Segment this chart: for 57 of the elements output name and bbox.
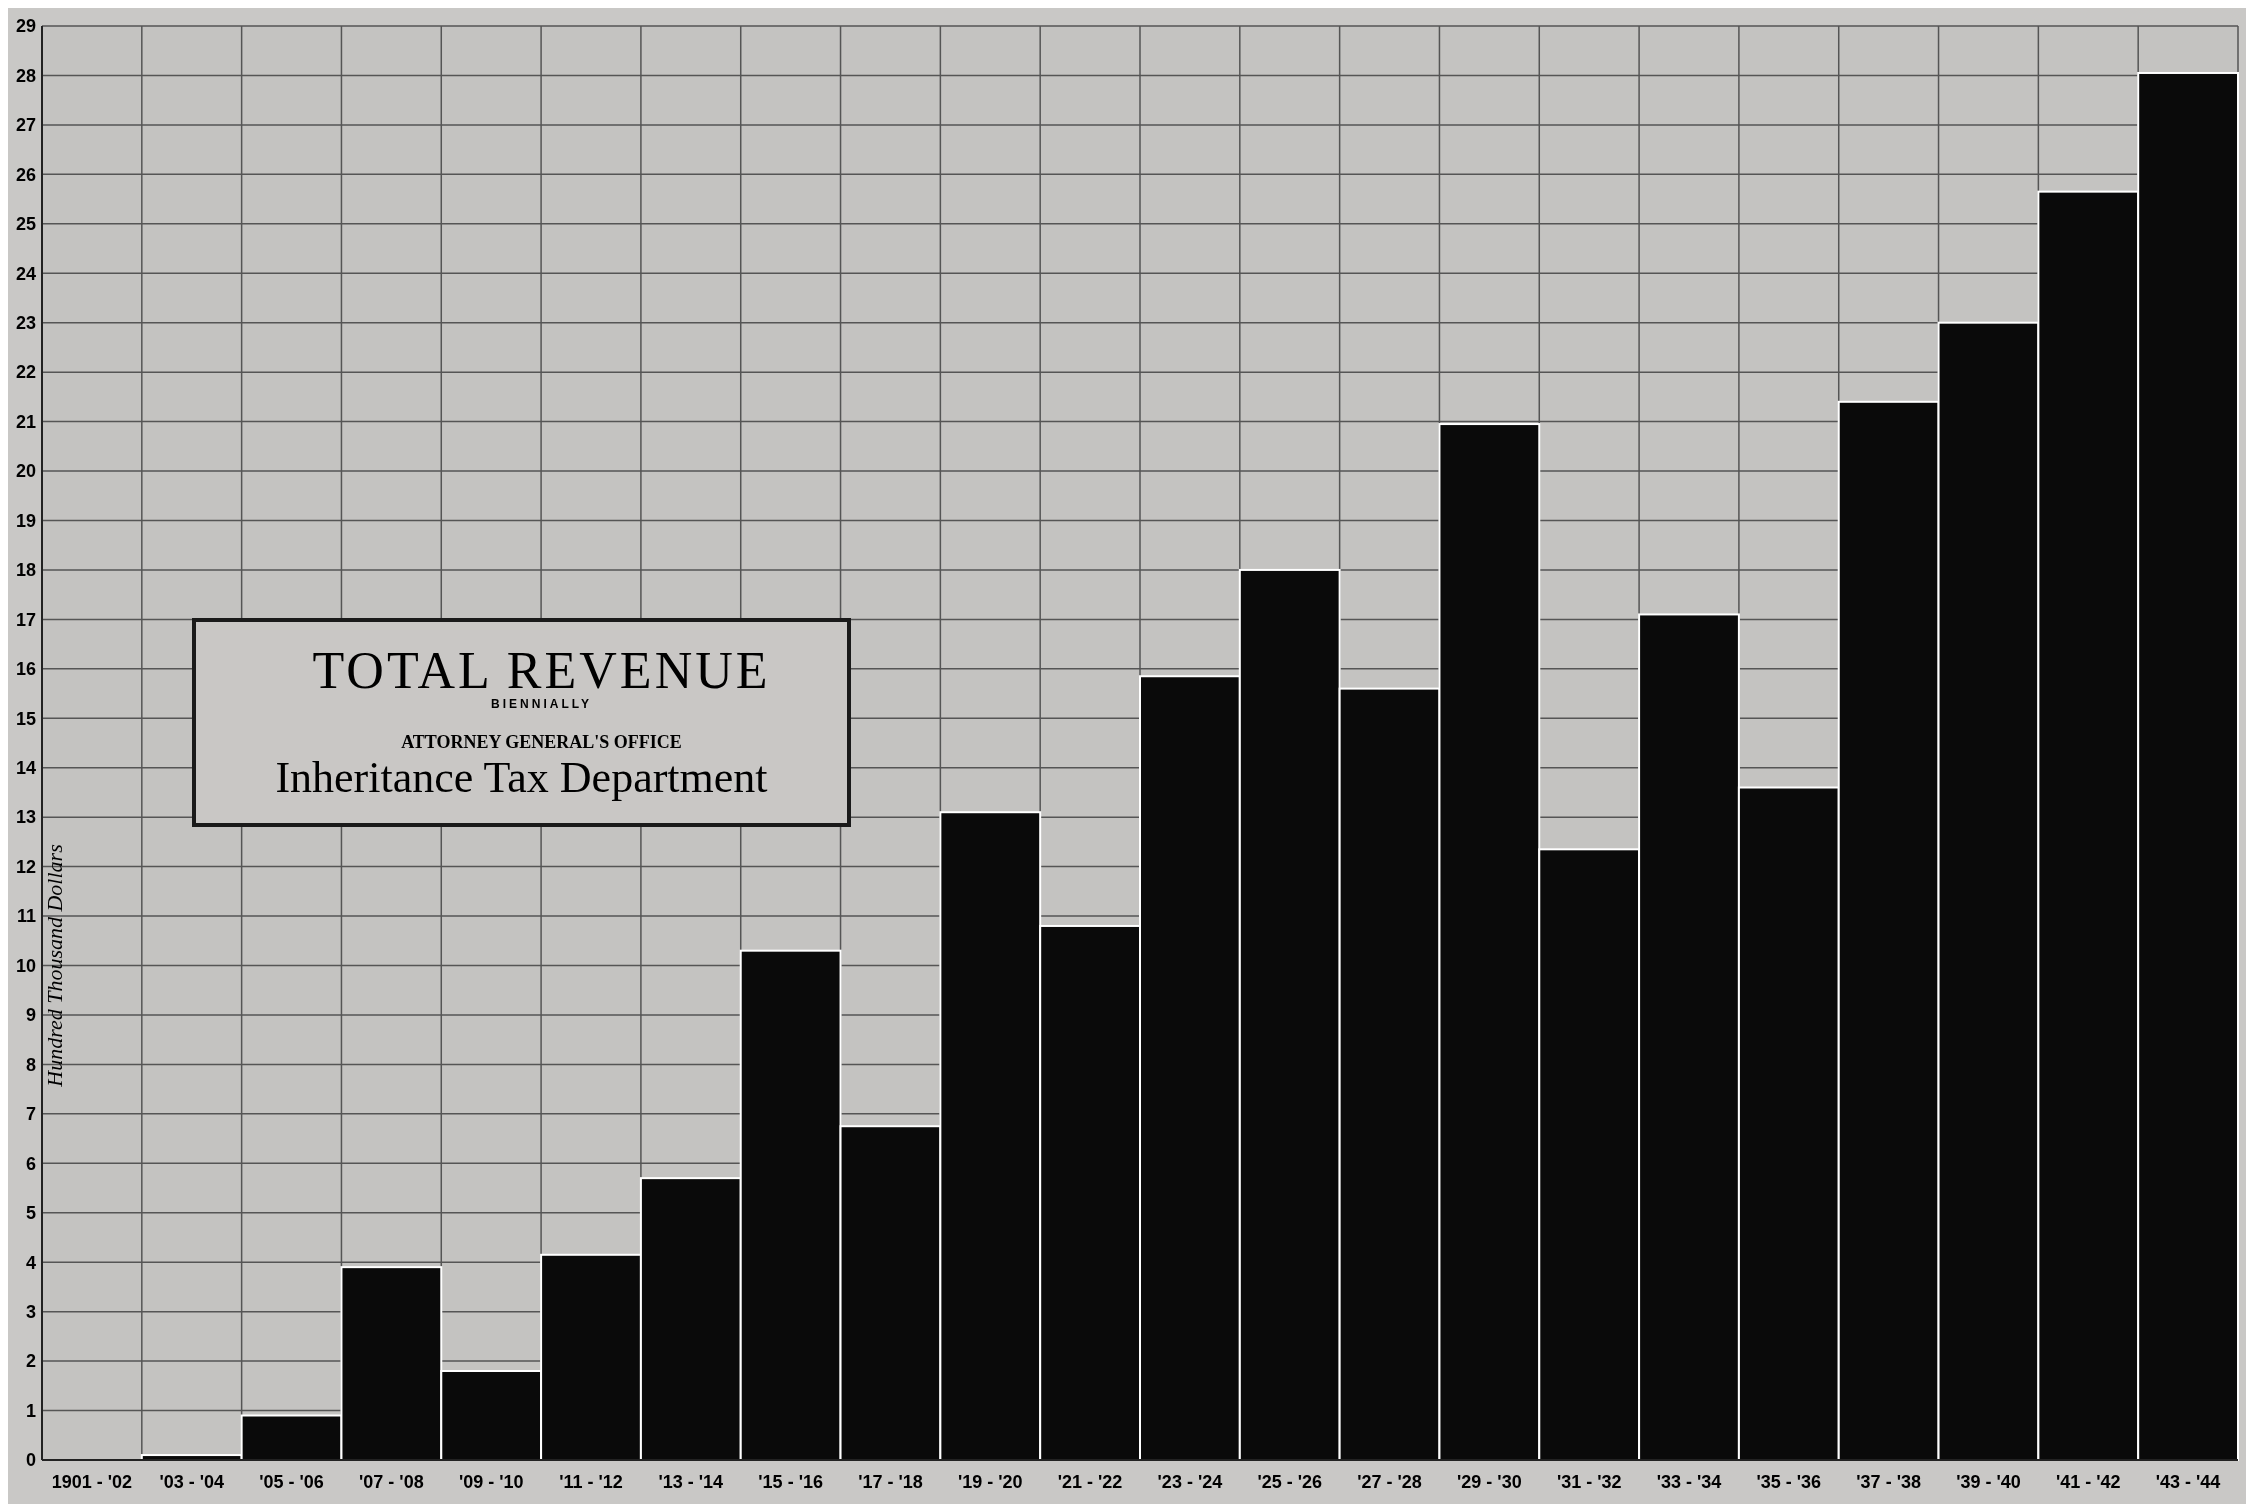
y-tick-label: 5 — [25, 1203, 36, 1224]
x-tick-label: '21 - '22 — [1057, 1472, 1123, 1492]
x-tick-label: '39 - '40 — [1956, 1472, 2021, 1492]
y-tick-label: 1 — [25, 1400, 36, 1421]
y-tick-label: 10 — [15, 955, 36, 976]
x-tick-label: '05 - '06 — [259, 1472, 324, 1492]
y-tick-label: 9 — [25, 1005, 36, 1026]
x-tick-label: '03 - '04 — [159, 1472, 225, 1492]
x-tick-label: '15 - '16 — [758, 1472, 823, 1492]
y-tick-label: 25 — [15, 214, 36, 235]
y-tick-label: 2 — [25, 1351, 36, 1372]
x-tick-label: '35 - '36 — [1756, 1472, 1822, 1492]
y-tick-label: 4 — [25, 1252, 36, 1273]
y-tick-label: 28 — [15, 65, 36, 86]
annotation: ATTORNEY GENERAL'S OFFICE — [401, 732, 682, 752]
x-tick-label: 1901 - '02 — [51, 1472, 133, 1492]
y-tick-label: 13 — [15, 807, 36, 828]
y-tick-label: 26 — [15, 164, 36, 185]
x-tick-label: '09 - '10 — [458, 1472, 524, 1492]
x-tick-label: '41 - '42 — [2055, 1472, 2121, 1492]
text: TOTAL REVENUE — [312, 642, 771, 699]
y-tick-label: 3 — [25, 1301, 36, 1322]
x-tick-label: '17 - '18 — [858, 1472, 923, 1492]
y-tick-label: 20 — [15, 461, 36, 482]
y-tick-label: 16 — [15, 659, 36, 680]
y-tick-label: 19 — [15, 510, 36, 531]
y-tick-label: 24 — [15, 263, 36, 284]
y-tick-label: 21 — [15, 411, 36, 432]
x-tick-label: '43 - '44 — [2155, 1472, 2221, 1492]
x-tick-label: '11 - '12 — [559, 1472, 623, 1492]
x-tick-label: '23 - '24 — [1157, 1472, 1223, 1492]
y-tick-label: 17 — [15, 609, 36, 630]
x-tick-label: '27 - '28 — [1357, 1472, 1422, 1492]
y-tick-label: 8 — [25, 1054, 36, 1075]
y-tick-label: 14 — [15, 758, 36, 779]
y-tick-label: 15 — [15, 708, 36, 729]
y-tick-label: 7 — [25, 1104, 36, 1125]
y-tick-label: 12 — [15, 856, 36, 877]
y-tick-label: 23 — [15, 312, 36, 333]
y-tick-label: 29 — [15, 16, 36, 37]
text: BIENNIALLY — [491, 697, 592, 711]
y-tick-label: 0 — [25, 1450, 36, 1471]
x-tick-label: '33 - '34 — [1656, 1472, 1722, 1492]
x-tick-label: '07 - '08 — [359, 1472, 424, 1492]
y-tick-label: 27 — [15, 115, 36, 136]
y-tick-label: 6 — [25, 1153, 36, 1174]
x-tick-label: '19 - '20 — [957, 1472, 1023, 1492]
y-axis-title: Hundred Thousand Dollars — [42, 844, 67, 1088]
annotation: Inheritance Tax Department — [275, 753, 768, 802]
x-tick-label: '29 - '30 — [1457, 1472, 1522, 1492]
x-tick-label: '25 - '26 — [1257, 1472, 1323, 1492]
y-tick-label: 22 — [15, 362, 36, 383]
x-tick-label: '13 - '14 — [658, 1472, 724, 1492]
y-tick-label: 11 — [16, 906, 36, 927]
y-tick-label: 18 — [15, 560, 36, 581]
x-tick-label: '37 - '38 — [1856, 1472, 1921, 1492]
x-tick-label: '31 - '32 — [1556, 1472, 1622, 1492]
